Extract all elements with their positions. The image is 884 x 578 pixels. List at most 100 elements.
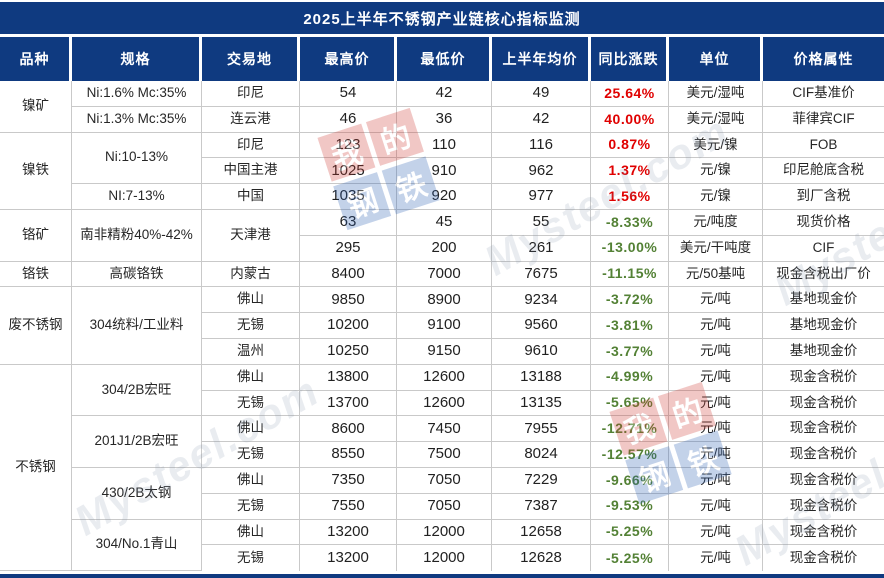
table-row: 304/No.1青山 佛山 13200 12000 12658 -5.25% 元… — [0, 519, 884, 572]
cell-unit: 元/镍 — [669, 158, 763, 185]
cell-attr: 现金含税出厂价 — [763, 262, 884, 288]
cell-attr: 现金含税价 — [763, 365, 884, 391]
cell-low: 910 — [397, 158, 492, 185]
cell-market: 温州 — [202, 338, 300, 365]
cell-variety: 镍铁 — [0, 132, 72, 210]
cell-market: 无锡 — [202, 493, 300, 520]
cell-market: 佛山 — [202, 287, 300, 314]
table-row: 无锡 10200 9100 9560 -3.81% 元/吨 基地现金价 — [0, 313, 884, 339]
cell-high: 1035 — [300, 184, 397, 210]
cell-change: -3.77% — [591, 338, 669, 365]
cell-low: 110 — [397, 132, 492, 159]
cell-high: 46 — [300, 106, 397, 133]
cell-low: 9150 — [397, 338, 492, 365]
cell-attr: FOB — [763, 133, 884, 159]
cell-low: 7450 — [397, 416, 492, 443]
cell-unit: 元/吨 — [669, 442, 763, 468]
cell-unit: 美元/湿吨 — [669, 106, 763, 133]
cell-high: 7550 — [300, 493, 397, 520]
cell-unit: 元/吨 — [669, 390, 763, 417]
cell-unit: 美元/湿吨 — [669, 81, 763, 107]
cell-spec: 304/2B宏旺 — [72, 364, 202, 417]
cell-market: 无锡 — [202, 545, 300, 572]
cell-variety: 铬矿 — [0, 209, 72, 262]
cell-unit: 元/吨 — [669, 364, 763, 391]
cell-change: 0.87% — [591, 132, 669, 159]
cell-high: 13700 — [300, 390, 397, 417]
cell-high: 8400 — [300, 261, 397, 288]
col-header-low: 最低价 — [397, 37, 492, 81]
cell-high: 8600 — [300, 416, 397, 443]
cell-attr: 现金含税价 — [763, 520, 884, 546]
cell-market: 内蒙古 — [202, 261, 300, 288]
cell-low: 7000 — [397, 261, 492, 288]
cell-attr: 印尼舱底含税 — [763, 158, 884, 185]
table-row: Ni:1.3% Mc:35% 连云港 46 36 42 40.00% 美元/湿吨… — [0, 106, 884, 133]
cell-high: 54 — [300, 81, 397, 107]
cell-change: -13.00% — [591, 235, 669, 262]
cell-avg: 977 — [492, 184, 591, 210]
col-header-high: 最高价 — [300, 37, 397, 81]
cell-change: -9.53% — [591, 493, 669, 520]
cell-spec: 南非精粉40%-42% — [72, 209, 202, 262]
table-row: 铬铁 高碳铬铁 内蒙古 8400 7000 7675 -11.15% 元/50基… — [0, 261, 884, 288]
table-row: 无锡 8550 7500 8024 -12.57% 元/吨 现金含税价 — [0, 442, 884, 468]
cell-low: 9100 — [397, 313, 492, 339]
cell-market: 无锡 — [202, 313, 300, 339]
cell-change: 25.64% — [591, 81, 669, 107]
cell-variety: 镍矿 — [0, 81, 72, 133]
cell-attr: 菲律宾CIF — [763, 107, 884, 133]
cell-avg: 962 — [492, 158, 591, 185]
cell-change: -12.57% — [591, 442, 669, 468]
title-divider — [0, 34, 884, 37]
cell-variety: 铬铁 — [0, 261, 72, 288]
table-row: 温州 10250 9150 9610 -3.77% 元/吨 基地现金价 — [0, 338, 884, 365]
cell-market: 佛山 — [202, 364, 300, 391]
bottom-border — [0, 574, 884, 578]
cell-spec: Ni:1.6% Mc:35% — [72, 81, 202, 107]
cell-high: 123 — [300, 132, 397, 159]
cell-avg: 13188 — [492, 364, 591, 391]
cell-low: 8900 — [397, 287, 492, 314]
cell-unit: 元/吨 — [669, 313, 763, 339]
cell-spec: 430/2B太钢 — [72, 467, 202, 520]
cell-change: -8.33% — [591, 209, 669, 236]
cell-market: 连云港 — [202, 106, 300, 133]
cell-attr: 基地现金价 — [763, 313, 884, 339]
cell-attr: 基地现金价 — [763, 339, 884, 365]
table-row: 镍铁 Ni:10-13% 印尼 123 110 116 0.87% 美元/镍 F… — [0, 132, 884, 210]
cell-attr: 现金含税价 — [763, 416, 884, 443]
cell-market: 中国主港 — [202, 158, 300, 185]
cell-attr: 现货价格 — [763, 210, 884, 236]
cell-avg: 9234 — [492, 287, 591, 314]
cell-high: 8550 — [300, 442, 397, 468]
cell-attr: CIF — [763, 236, 884, 262]
cell-attr: 现金含税价 — [763, 391, 884, 417]
cell-unit: 元/50基吨 — [669, 261, 763, 288]
col-header-variety: 品种 — [0, 37, 72, 81]
table-row: 201J1/2B宏旺 佛山 8600 7450 7955 -12.71% 元/吨… — [0, 416, 884, 468]
cell-avg: 116 — [492, 132, 591, 159]
cell-spec: Ni:1.3% Mc:35% — [72, 106, 202, 133]
cell-high: 10200 — [300, 313, 397, 339]
cell-avg: 7675 — [492, 261, 591, 288]
col-header-change: 同比涨跌 — [591, 37, 669, 81]
table-row: 430/2B太钢 佛山 7350 7050 7229 -9.66% 元/吨 现金… — [0, 467, 884, 520]
cell-high: 10250 — [300, 338, 397, 365]
table-row: NI:7-13% 中国 1035 920 977 1.56% 元/镍 到厂含税 — [0, 184, 884, 210]
cell-avg: 261 — [492, 235, 591, 262]
cell-avg: 9560 — [492, 313, 591, 339]
cell-high: 13800 — [300, 364, 397, 391]
cell-low: 200 — [397, 235, 492, 262]
col-header-spec: 规格 — [72, 37, 202, 81]
cell-unit: 美元/镍 — [669, 132, 763, 159]
cell-high: 7350 — [300, 467, 397, 494]
header-row: 品种 规格 交易地 最高价 最低价 上半年均价 同比涨跌 单位 价格属性 — [0, 37, 884, 81]
cell-avg: 55 — [492, 209, 591, 236]
cell-unit: 元/吨 — [669, 545, 763, 572]
cell-unit: 元/吨 — [669, 416, 763, 443]
cell-high: 295 — [300, 235, 397, 262]
cell-change: -3.72% — [591, 287, 669, 314]
cell-market: 佛山 — [202, 467, 300, 494]
table-row: 无锡 13700 12600 13135 -5.65% 元/吨 现金含税价 — [0, 390, 884, 417]
